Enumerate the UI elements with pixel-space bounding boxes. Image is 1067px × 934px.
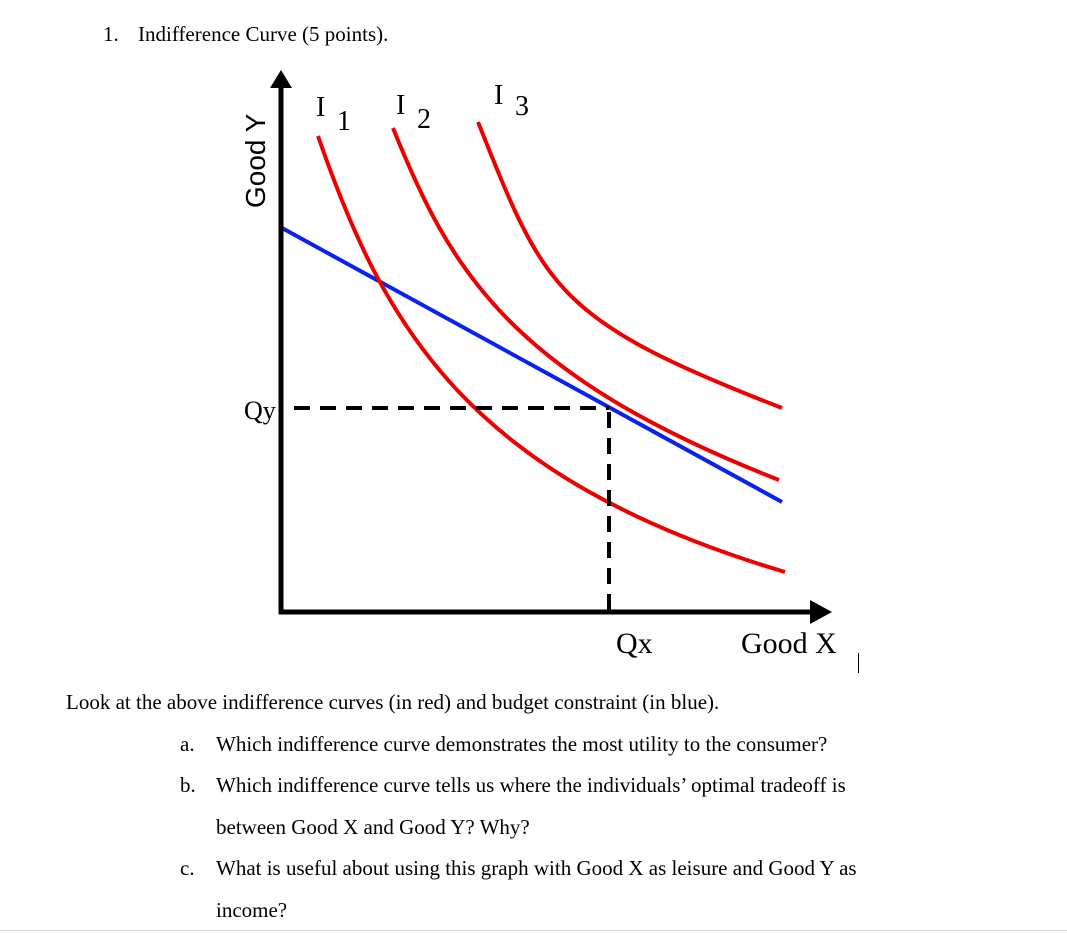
- curve-label-i3-subscript: 3: [515, 91, 529, 122]
- question-title: Indifference Curve (5 points).: [138, 22, 389, 46]
- subquestion-b: b. Which indifference curve tells us wher…: [180, 773, 846, 798]
- y-axis-arrowhead: [270, 70, 292, 88]
- indifference-curve-i3: [476, 121, 783, 410]
- intro-text: Look at the above indifference curves (i…: [66, 690, 720, 714]
- curve-label-i1-letter: I: [316, 92, 325, 123]
- x-axis-label: Good X: [741, 627, 837, 660]
- curve-label-i2-subscript: 2: [417, 104, 431, 135]
- subquestion-a: a. Which indifference curve demonstrates …: [180, 732, 827, 757]
- subquestion-c-continuation: income?: [216, 898, 288, 922]
- indifference-curve-i1: [316, 135, 786, 574]
- y-axis-label: Good Y: [240, 113, 271, 208]
- curve-label-i3-letter: I: [494, 80, 503, 111]
- indifference-curve-i2: [391, 127, 780, 482]
- subquestion-a-text: Which indifference curve demonstrates th…: [216, 732, 828, 756]
- text-cursor: [858, 653, 859, 673]
- subquestion-c: c. What is useful about using this graph …: [180, 856, 857, 881]
- page-bottom-rule: [0, 930, 1067, 931]
- subquestion-c-label: c.: [180, 856, 195, 880]
- qy-label: Qy: [244, 396, 276, 425]
- subquestion-b-continuation: between Good X and Good Y? Why?: [216, 815, 530, 839]
- subquestion-c-text: What is useful about using this graph wi…: [216, 856, 857, 880]
- curve-label-i1-subscript: 1: [337, 106, 351, 137]
- question-number: 1.: [103, 22, 119, 46]
- subquestion-a-label: a.: [180, 732, 195, 756]
- subquestion-b-label: b.: [180, 773, 196, 797]
- qx-label: Qx: [616, 627, 653, 660]
- curve-label-i2-letter: I: [396, 90, 405, 121]
- budget-constraint-line: [281, 226, 783, 504]
- subquestion-b-text: Which indifference curve tells us where …: [216, 773, 846, 797]
- question-heading: 1. Indifference Curve (5 points).: [103, 22, 388, 47]
- x-axis-arrowhead: [810, 600, 832, 624]
